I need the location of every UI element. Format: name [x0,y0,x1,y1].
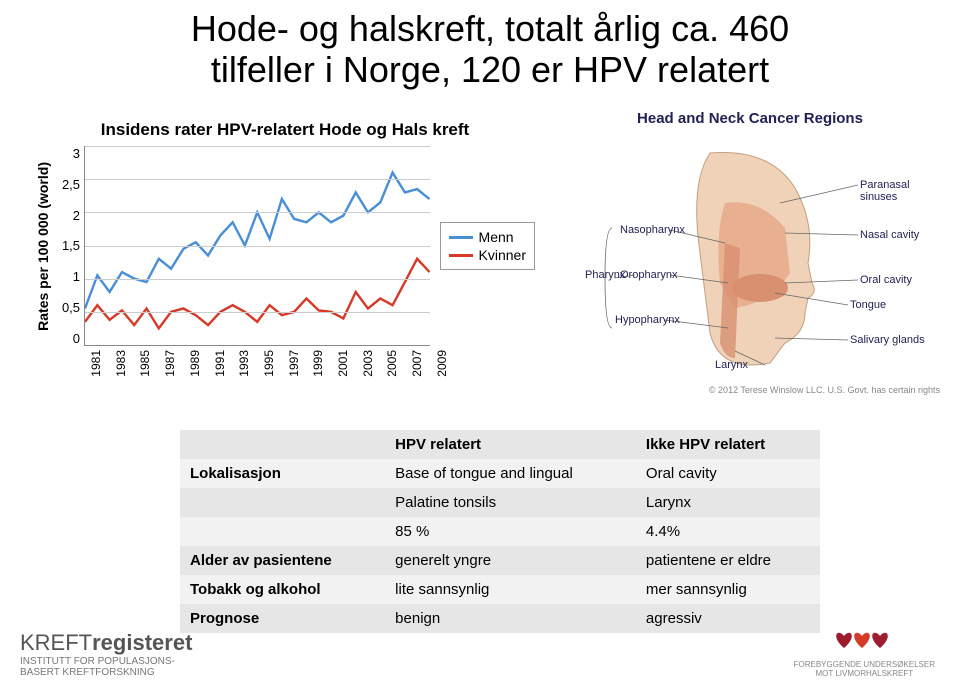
anatomy-label: Nasal cavity [860,229,920,241]
table-cell: Palatine tonsils [385,488,636,517]
forebyggende-logo: FOREBYGGENDE UNDERSØKELSER MOT LIVMORHAL… [794,622,935,678]
ytick-label: 3 [57,146,80,161]
table-cell: 85 % [385,517,636,546]
series-line [85,259,430,329]
anatomy-label: Nasopharynx [620,224,685,236]
xtick-label: 1997 [287,350,301,377]
table-header: HPV relatert [385,430,636,459]
table-row: Prognosebenignagressiv [180,604,820,633]
heart-icon [837,633,853,648]
anatomy-label: Oral cavity [860,274,912,286]
table-cell: benign [385,604,636,633]
table-header [180,430,385,459]
legend-swatch [449,236,473,239]
anatomy-label: Oropharynx [620,269,678,281]
table-row: LokalisasjonBase of tongue and lingualOr… [180,459,820,488]
title-line-1: Hode- og halskreft, totalt årlig ca. 460 [191,8,789,49]
table-row: 85 %4.4% [180,517,820,546]
legend-label: Kvinner [479,247,526,263]
xtick-label: 1987 [163,350,177,377]
table-cell: lite sannsynlig [385,575,636,604]
xtick-label: 1995 [262,350,276,377]
anatomy-label: Hypopharynx [615,314,680,326]
kreftregisteret-logo: KREFTregisteret INSTITUTT FOR POPULASJON… [20,630,192,678]
anatomy-label: Larynx [715,359,749,371]
legend-item: Menn [449,229,526,245]
xtick-label: 1981 [89,350,103,377]
xtick-label: 1993 [237,350,251,377]
incidence-chart: Insidens rater HPV-relatert Hode og Hals… [35,120,535,377]
brand-sub2: BASERT KREFTFORSKNING [20,667,155,678]
table-cell: 4.4% [636,517,820,546]
brand-light: KREFT [20,630,92,655]
table-cell: agressiv [636,604,820,633]
table-header: Ikke HPV relatert [636,430,820,459]
xtick-label: 1985 [138,350,152,377]
brand-bold: registeret [92,630,192,655]
xtick-label: 2009 [435,350,449,377]
anatomy-credit: © 2012 Terese Winslow LLC. U.S. Govt. ha… [560,385,940,395]
table-cell [180,517,385,546]
tongue-shape [732,274,788,302]
anatomy-label: Paranasal [860,179,910,191]
gridline [85,279,430,280]
xtick-label: 1983 [114,350,128,377]
gridline [85,179,430,180]
gridline [85,246,430,247]
logo-right-line2: MOT LIVMORHALSKREFT [794,669,935,678]
chart-yaxis: 3 2,5 2 1,5 1 0,5 0 [57,146,84,346]
table-cell: Lokalisasjon [180,459,385,488]
table-cell: mer sannsynlig [636,575,820,604]
xtick-label: 1989 [188,350,202,377]
gridline [85,212,430,213]
table-cell: Base of tongue and lingual [385,459,636,488]
comparison-table: HPV relatertIkke HPV relatertLokalisasjo… [180,430,820,633]
page-title: Hode- og halskreft, totalt årlig ca. 460… [60,8,920,91]
chart-plot-area [84,146,430,346]
xtick-label: 2007 [410,350,424,377]
chart-ylabel: Rates per 100 000 (world) [35,162,51,331]
legend-swatch [449,254,473,257]
anatomy-title: Head and Neck Cancer Regions [560,110,940,127]
title-line-2: tilfeller i Norge, 120 er HPV relatert [211,49,769,90]
legend-item: Kvinner [449,247,526,263]
xtick-label: 1999 [311,350,325,377]
table-cell [180,488,385,517]
table-cell: Prognose [180,604,385,633]
xtick-label: 1991 [213,350,227,377]
table-cell: Tobakk og alkohol [180,575,385,604]
table-row: Palatine tonsilsLarynx [180,488,820,517]
xtick-label: 2005 [385,350,399,377]
ytick-label: 1,5 [57,238,80,253]
ytick-label: 0,5 [57,300,80,315]
table-row: Tobakk og alkohollite sannsynligmer sann… [180,575,820,604]
ytick-label: 1 [57,269,80,284]
gridline [85,146,430,147]
gridline [85,312,430,313]
ytick-label: 2,5 [57,177,80,192]
heart-icon [855,633,871,648]
ytick-label: 2 [57,208,80,223]
logo-right-line1: FOREBYGGENDE UNDERSØKELSER [794,660,935,669]
table-cell: Larynx [636,488,820,517]
anatomy-diagram: Head and Neck Cancer Regions Nasopharynx… [560,110,940,395]
heart-icon [873,633,889,648]
anatomy-label: Tongue [850,299,886,311]
xtick-label: 2001 [336,350,350,377]
ytick-label: 0 [57,331,80,346]
table-row: Alder av pasientenegenerelt yngrepatient… [180,546,820,575]
table-cell: generelt yngre [385,546,636,575]
table-cell: Alder av pasientene [180,546,385,575]
anatomy-label: sinuses [860,191,898,203]
series-line [85,173,430,309]
chart-xaxis: 1981 1983 1985 1987 1989 1991 1993 1995 1997 1999… [89,350,449,377]
brand-sub1: INSTITUTT FOR POPULASJONS- [20,656,175,667]
table-cell: Oral cavity [636,459,820,488]
chart-legend: Menn Kvinner [440,222,535,270]
table-cell: patientene er eldre [636,546,820,575]
chart-title: Insidens rater HPV-relatert Hode og Hals… [35,120,535,140]
legend-label: Menn [479,229,514,245]
anatomy-label: Salivary glands [850,334,925,346]
xtick-label: 2003 [361,350,375,377]
